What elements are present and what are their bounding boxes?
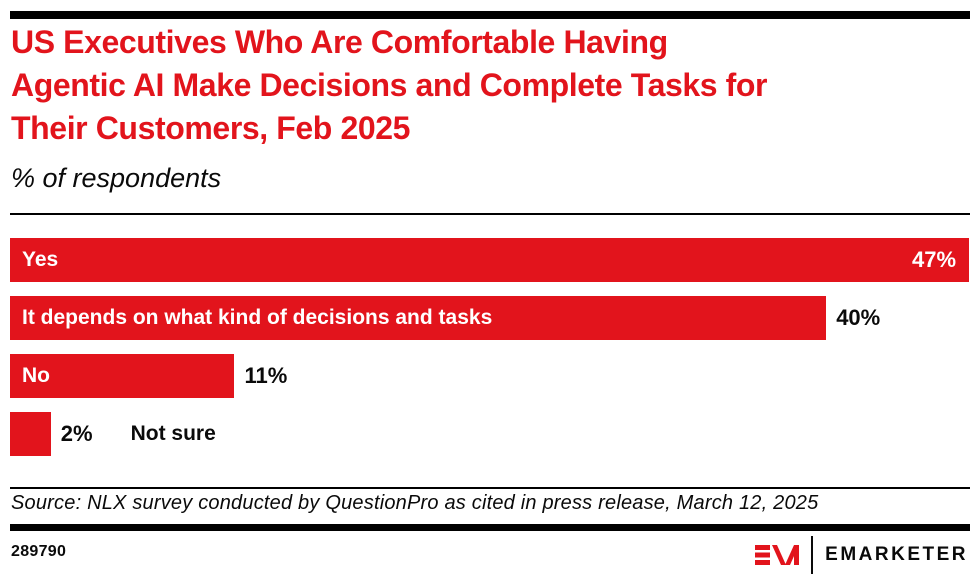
bar-value-outside: 40%	[836, 305, 881, 330]
bar-row: 2% Not sure	[10, 412, 970, 456]
bar: Yes 47%	[10, 238, 970, 282]
chart-title-line-3: Their Customers, Feb 2025	[11, 110, 411, 146]
chart-subtitle: % of respondents	[11, 163, 222, 193]
emarketer-logo: EMARKETER	[755, 535, 968, 575]
bar-category-label: No	[22, 364, 50, 387]
bar-row: It depends on what kind of decisions and…	[10, 296, 970, 340]
emarketer-logo-icon	[755, 545, 800, 565]
bar-category-outside: Not sure	[130, 422, 216, 445]
source-top-divider	[10, 487, 970, 489]
chart-top-divider	[10, 213, 970, 215]
bar-row: No 11%	[10, 354, 970, 398]
footer-rule-bar	[10, 524, 970, 531]
bar-row: Yes 47%	[10, 238, 970, 282]
bar-value-inside: 47%	[911, 247, 957, 272]
chart-title: US Executives Who Are Comfortable Having…	[11, 21, 969, 150]
logo-divider	[811, 536, 814, 574]
bar-value-outside: 2%	[60, 421, 93, 446]
bar-category-label: It depends on what kind of decisions and…	[22, 306, 493, 329]
chart-title-line-2: Agentic AI Make Decisions and Complete T…	[11, 67, 768, 103]
bar: No	[10, 354, 235, 398]
bar-value-outside: 11%	[244, 363, 288, 388]
bar	[10, 412, 51, 456]
bar-category-label: Yes	[22, 248, 59, 271]
bar: It depends on what kind of decisions and…	[10, 296, 827, 340]
chart-id: 289790	[11, 543, 67, 560]
chart-title-line-1: US Executives Who Are Comfortable Having	[11, 24, 668, 60]
top-rule-bar	[10, 11, 970, 19]
source-note: Source: NLX survey conducted by Question…	[11, 492, 819, 514]
emarketer-wordmark: EMARKETER	[825, 544, 968, 565]
bar-chart: Yes 47% It depends on what kind of decis…	[10, 238, 970, 470]
